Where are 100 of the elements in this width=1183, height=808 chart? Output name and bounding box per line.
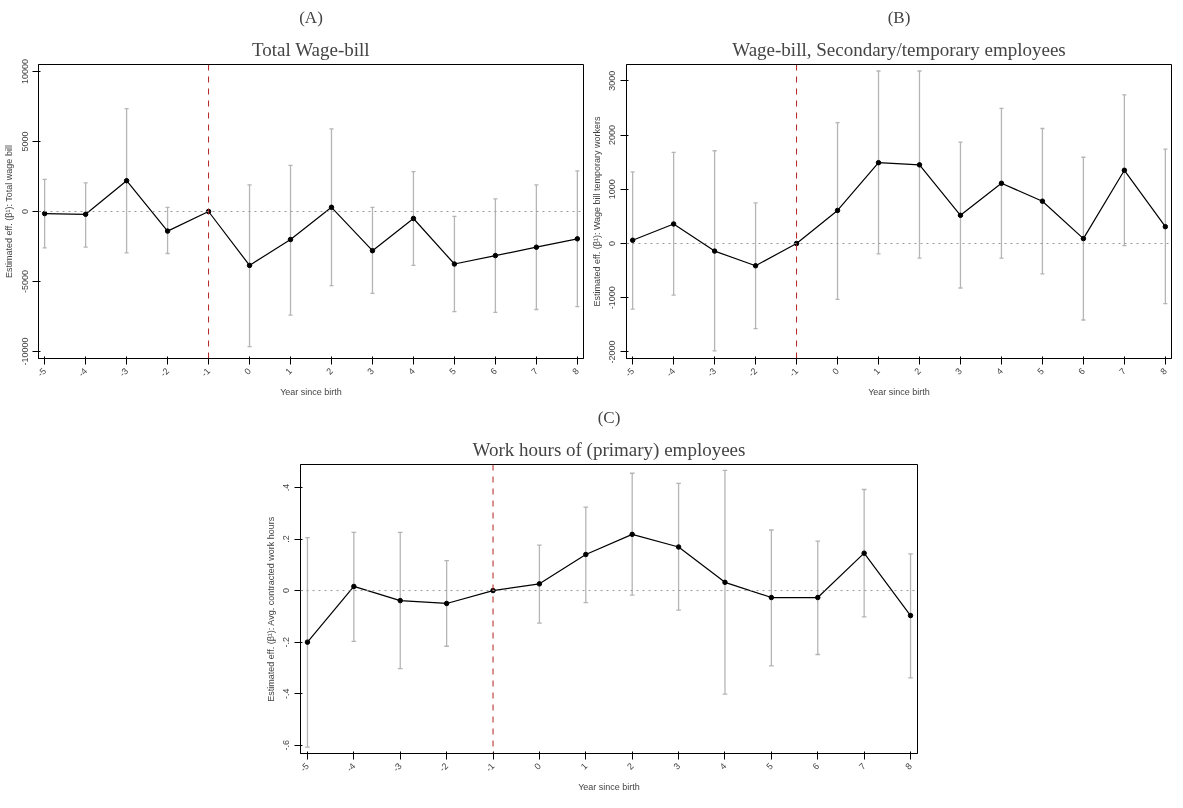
point bbox=[629, 531, 635, 538]
chart-title: (A) bbox=[299, 7, 323, 27]
y-axis-title: Estimated eff. (β¹): Total wage bill bbox=[3, 145, 14, 279]
y-tick-label: 3000 bbox=[607, 70, 618, 91]
y-tick-label: -1000 bbox=[607, 286, 618, 310]
point bbox=[82, 211, 89, 218]
point bbox=[1039, 198, 1046, 204]
x-tick-label: 5 bbox=[764, 760, 775, 772]
x-tick-label: -4 bbox=[664, 365, 678, 379]
point bbox=[123, 177, 130, 184]
point bbox=[304, 639, 311, 645]
point bbox=[351, 583, 357, 590]
x-tick-label: 4 bbox=[994, 365, 1005, 377]
y-tick-label: 0 bbox=[607, 240, 618, 247]
y-tick-label: -10000 bbox=[19, 337, 30, 366]
point bbox=[164, 228, 171, 234]
x-tick-label: 5 bbox=[1035, 365, 1046, 377]
y-tick-label: .4 bbox=[281, 483, 292, 492]
point bbox=[861, 550, 867, 556]
x-tick-label: -2 bbox=[158, 365, 172, 379]
y-tick-label: 5000 bbox=[19, 131, 30, 152]
y-tick-label: -.6 bbox=[281, 739, 292, 751]
x-tick-label: 0 bbox=[242, 365, 254, 377]
x-tick-label: -3 bbox=[117, 365, 131, 379]
x-tick-label: 3 bbox=[671, 760, 683, 772]
point bbox=[722, 579, 728, 586]
point bbox=[574, 236, 581, 242]
point bbox=[670, 221, 677, 227]
point bbox=[328, 204, 335, 211]
point bbox=[397, 597, 403, 604]
x-tick-label: 8 bbox=[570, 365, 581, 377]
chart-subtitle: Work hours of (primary) employees bbox=[472, 438, 746, 461]
y-tick-label: -.2 bbox=[281, 636, 292, 648]
x-tick-label: -1 bbox=[483, 760, 497, 774]
x-tick-label: 1 bbox=[578, 760, 590, 772]
y-tick-label: .2 bbox=[281, 535, 292, 543]
point bbox=[410, 215, 417, 222]
chart-subtitle: Wage-bill, Secondary/temporary employees bbox=[732, 38, 1066, 60]
x-tick-label: 5 bbox=[447, 365, 458, 377]
y-tick-label: 0 bbox=[281, 588, 292, 594]
x-tick-label: -5 bbox=[35, 365, 49, 379]
point bbox=[629, 237, 636, 243]
point bbox=[533, 244, 540, 250]
point bbox=[369, 247, 376, 254]
point bbox=[246, 262, 253, 269]
chart-subtitle: Total Wage-bill bbox=[252, 38, 370, 60]
point bbox=[41, 210, 48, 217]
y-tick-label: 0 bbox=[19, 208, 30, 214]
x-tick-label: 7 bbox=[529, 365, 540, 377]
x-tick-label: 4 bbox=[717, 760, 729, 772]
x-tick-label: 2 bbox=[912, 365, 924, 377]
point bbox=[834, 207, 841, 214]
y-tick-label: 1000 bbox=[607, 179, 618, 200]
x-tick-label: 3 bbox=[365, 365, 377, 377]
x-tick-label: 6 bbox=[810, 760, 822, 772]
x-tick-label: -4 bbox=[76, 365, 90, 379]
point bbox=[1162, 223, 1169, 230]
point bbox=[711, 248, 718, 254]
x-tick-label: 7 bbox=[857, 760, 868, 772]
y-tick-label: -5000 bbox=[19, 269, 30, 294]
y-tick-label: -.4 bbox=[281, 688, 292, 699]
point bbox=[752, 263, 759, 269]
x-tick-label: -1 bbox=[787, 365, 801, 379]
x-axis-title: Year since birth bbox=[578, 782, 640, 793]
x-tick-label: 7 bbox=[1117, 365, 1128, 377]
point bbox=[287, 236, 294, 243]
y-tick-label: 2000 bbox=[607, 125, 618, 146]
point bbox=[536, 581, 543, 587]
x-tick-label: -1 bbox=[199, 365, 213, 379]
x-tick-label: 2 bbox=[625, 760, 636, 772]
x-tick-label: 0 bbox=[532, 760, 543, 772]
x-tick-label: 4 bbox=[406, 365, 417, 377]
point bbox=[916, 162, 923, 168]
x-axis-title: Year since birth bbox=[868, 387, 930, 398]
chart-title: (C) bbox=[597, 407, 621, 427]
x-tick-label: -3 bbox=[391, 760, 404, 774]
point bbox=[443, 600, 450, 607]
point bbox=[1121, 167, 1128, 174]
point bbox=[875, 159, 882, 166]
x-axis-title: Year since birth bbox=[280, 387, 342, 398]
point bbox=[998, 180, 1005, 187]
point bbox=[815, 594, 821, 601]
point bbox=[492, 252, 499, 259]
y-axis-title: Estimated eff. (β¹): Avg. contracted work hours bbox=[265, 516, 276, 702]
chart-title: (B) bbox=[887, 7, 911, 27]
x-tick-label: -5 bbox=[298, 760, 311, 774]
x-tick-label: -3 bbox=[705, 365, 719, 379]
point bbox=[793, 240, 800, 247]
x-tick-label: 0 bbox=[830, 365, 842, 377]
x-tick-label: -5 bbox=[623, 365, 637, 379]
point bbox=[1080, 235, 1087, 242]
point bbox=[768, 594, 775, 601]
x-tick-label: 8 bbox=[903, 760, 915, 772]
y-tick-label: 10000 bbox=[19, 58, 30, 85]
x-tick-label: 6 bbox=[488, 365, 499, 377]
point bbox=[907, 612, 914, 619]
x-tick-label: 1 bbox=[871, 365, 883, 377]
x-tick-label: -2 bbox=[437, 760, 451, 774]
x-tick-label: 8 bbox=[1158, 365, 1169, 377]
x-tick-label: 1 bbox=[283, 365, 295, 377]
